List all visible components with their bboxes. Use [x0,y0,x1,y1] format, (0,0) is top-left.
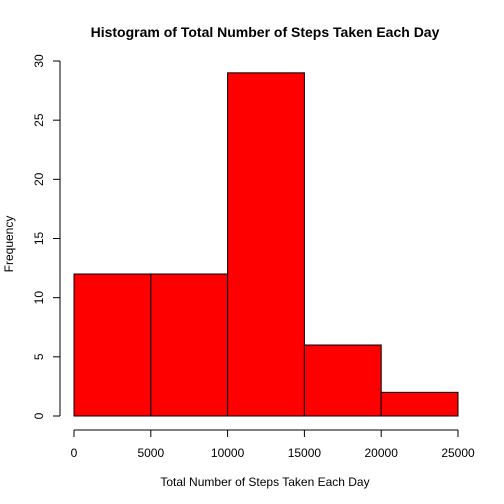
y-tick-label-2: 10 [32,291,46,305]
x-tick-label-2: 10000 [211,446,245,460]
chart-title: Histogram of Total Number of Steps Taken… [91,24,440,40]
y-tick-label-3: 15 [32,232,46,246]
histogram-bar-0 [73,273,152,417]
y-tick-label-0: 0 [32,412,46,419]
histogram-bar-1 [150,273,229,417]
histogram-bar-3 [303,344,382,417]
histogram-bar-2 [227,72,305,417]
x-tick-label-3: 15000 [288,446,322,460]
x-axis-label: Total Number of Steps Taken Each Day [160,475,369,489]
y-tick-label-5: 25 [32,113,46,127]
x-axis: 0 5000 10000 15000 20000 25000 [71,429,475,460]
x-tick-label-4: 20000 [365,446,399,460]
y-axis: 0 5 10 15 20 25 30 [32,54,61,419]
histogram-bar-4 [380,391,459,417]
y-axis-label: Frequency [2,216,16,273]
bars-group [73,72,459,417]
y-tick-label-6: 30 [32,54,46,68]
x-tick-label-0: 0 [71,446,78,460]
y-tick-label-1: 5 [32,353,46,360]
x-tick-label-1: 5000 [137,446,164,460]
x-tick-label-5: 25000 [441,446,475,460]
y-tick-label-4: 20 [32,172,46,186]
